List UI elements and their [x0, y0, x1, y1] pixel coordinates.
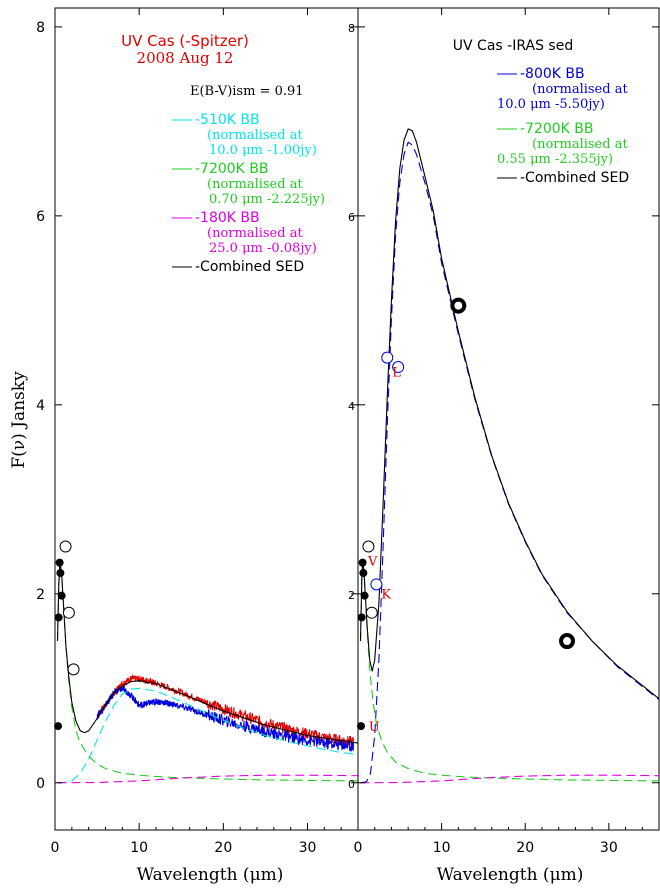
- left-series-7200k-bb: [56, 560, 358, 782]
- left-photometry-point-filled: [56, 569, 65, 578]
- right-photometry-point-open: [362, 540, 375, 553]
- right-photometry-point-filled: [359, 569, 368, 578]
- left-subtitle: 2008 Aug 12: [137, 49, 234, 67]
- right-iras-point: [559, 633, 576, 650]
- left-ytick-label: 2: [36, 587, 45, 603]
- right-xtick-label: 0: [354, 840, 363, 856]
- left-xtick-label: 20: [214, 840, 232, 856]
- left-legend-name-180k-bb: -180K BB: [195, 210, 260, 226]
- left-legend-desc: (normalised at: [207, 128, 303, 143]
- left-legend-name-combined-sed: -Combined SED: [195, 259, 304, 275]
- right-ytick-label: 6: [348, 211, 355, 224]
- left-photometry-point-filled: [55, 558, 64, 567]
- right-legend-desc: (normalised at: [532, 82, 628, 97]
- left-legend-name-510k-bb: -510K BB: [195, 112, 260, 128]
- right-xtick-label: 30: [600, 840, 618, 856]
- right-band-label-k: K: [381, 588, 391, 603]
- right-ytick-label: 0: [348, 778, 355, 791]
- left-ytick-label: 6: [36, 209, 45, 225]
- right-photometry-point-filled: [357, 613, 366, 622]
- left-legend-desc: 10.0 μm -1.00jy): [209, 143, 317, 158]
- left-series-510k-bb: [57, 687, 358, 784]
- right-legend-desc: 0.55 μm -2.355jy): [497, 152, 613, 167]
- left-red-spectrum: [96, 673, 354, 747]
- left-photometry-point-open: [59, 540, 72, 553]
- right-photometry-point-open: [365, 606, 378, 619]
- left-title: UV Cas (-Spitzer): [121, 32, 249, 50]
- right-series-180k-bb: [360, 774, 659, 784]
- right-photometry-point-open: [392, 361, 405, 374]
- right-legend-name-7200k-bb: -7200K BB: [520, 121, 594, 137]
- left-xtick-label: 30: [299, 840, 317, 856]
- left-photometry-point-filled: [54, 613, 63, 622]
- right-axes: 0 2 4 6 8 0 10 20 30: [348, 8, 660, 856]
- left-legend-desc: 0.70 μm -2.225jy): [209, 192, 325, 207]
- right-band-label-v: V: [367, 554, 378, 569]
- left-series-180k-bb: [57, 774, 358, 784]
- left-plot-area: [54, 540, 358, 784]
- right-band-label-l: L: [392, 365, 401, 380]
- right-legend-desc: (normalised at: [532, 137, 628, 152]
- right-ytick-label: 8: [348, 22, 355, 35]
- y-axis-label: F(ν) Jansky: [9, 371, 29, 469]
- right-x-axis-label: Wavelength (μm): [437, 865, 584, 885]
- left-annotation: E(B-V)ism = 0.91: [190, 84, 304, 99]
- right-series-combined-sed: [359, 128, 659, 700]
- left-legend-name-7200k-bb: -7200K BB: [195, 161, 269, 177]
- left-legend-desc: 25.0 μm -0.08jy): [209, 241, 317, 256]
- right-photometry-point-filled: [360, 591, 369, 600]
- left-xtick-label: 10: [130, 840, 148, 856]
- right-legend-name-800k-bb: -800K BB: [520, 66, 585, 82]
- right-band-label-u: U: [369, 720, 380, 735]
- right-iras-point: [450, 297, 467, 314]
- right-series-800k-bb: [360, 141, 659, 784]
- left-ytick-label: 0: [36, 776, 45, 792]
- left-blue-spectrum: [96, 685, 354, 753]
- right-photometry-point-filled: [358, 558, 367, 567]
- left-legend-desc: (normalised at: [207, 177, 303, 192]
- right-xtick-label: 20: [516, 840, 534, 856]
- left-x-axis-label: Wavelength (μm): [137, 865, 284, 885]
- right-legend-desc: 10.0 μm -5.50jy): [497, 97, 605, 112]
- right-plot-area: V K L U: [357, 128, 659, 784]
- right-plot-frame: [357, 7, 660, 831]
- left-ytick-label: 8: [36, 20, 45, 36]
- right-photometry-point-open: [370, 578, 383, 591]
- right-xtick-label: 10: [433, 840, 451, 856]
- right-photometry-point-open: [381, 351, 394, 364]
- right-legend-name-combined-sed: -Combined SED: [520, 170, 629, 186]
- left-photometry-point-open: [62, 606, 75, 619]
- right-ytick-label: 2: [348, 589, 355, 602]
- right-panel: V K L U 0 2 4 6 8 0 10 20 30 UV Cas -IRAS sed -800K…: [348, 7, 660, 885]
- left-legend-desc: (normalised at: [207, 226, 303, 241]
- left-photometry-point-open: [67, 663, 80, 676]
- left-series-group: [56, 560, 358, 784]
- right-series-7200k-bb: [359, 560, 659, 782]
- left-ytick-label: 4: [36, 398, 45, 414]
- left-xtick-label: 0: [51, 840, 60, 856]
- right-title: UV Cas -IRAS sed: [453, 38, 573, 54]
- right-photometry-point-filled: [357, 722, 366, 731]
- right-series-group: [359, 128, 659, 784]
- right-ytick-label: 4: [348, 400, 355, 413]
- left-photometry-point-filled: [57, 591, 66, 600]
- left-photometry-point-filled: [54, 722, 63, 731]
